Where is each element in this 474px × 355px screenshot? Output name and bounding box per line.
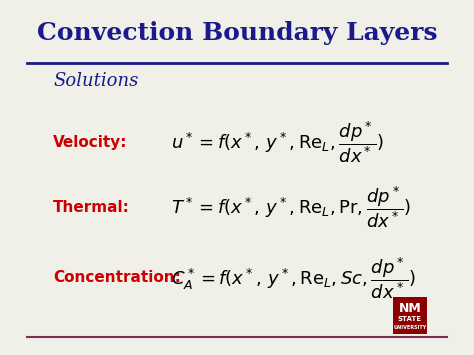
Text: Velocity:: Velocity: bbox=[53, 135, 128, 150]
Text: UNIVERSITY: UNIVERSITY bbox=[393, 325, 427, 330]
Text: $u^* = f(x^*,\, y^*,\mathrm{Re}_L,\dfrac{dp^*}{dx^*})$: $u^* = f(x^*,\, y^*,\mathrm{Re}_L,\dfrac… bbox=[171, 119, 384, 165]
Text: $T^* = f(x^*,\, y^*,\mathrm{Re}_L,\mathrm{Pr},\dfrac{dp^*}{dx^*})$: $T^* = f(x^*,\, y^*,\mathrm{Re}_L,\mathr… bbox=[171, 185, 411, 230]
Text: STATE: STATE bbox=[398, 316, 422, 322]
Text: Thermal:: Thermal: bbox=[53, 200, 130, 215]
Text: NM: NM bbox=[399, 302, 421, 315]
Text: Solutions: Solutions bbox=[53, 72, 138, 90]
Text: $C_A^* = f(x^*,\, y^*,\mathrm{Re}_L,Sc,\dfrac{dp^*}{dx^*})$: $C_A^* = f(x^*,\, y^*,\mathrm{Re}_L,Sc,\… bbox=[171, 255, 416, 301]
Text: Convection Boundary Layers: Convection Boundary Layers bbox=[37, 21, 437, 45]
Text: Concentration:: Concentration: bbox=[53, 271, 181, 285]
FancyBboxPatch shape bbox=[393, 297, 427, 334]
